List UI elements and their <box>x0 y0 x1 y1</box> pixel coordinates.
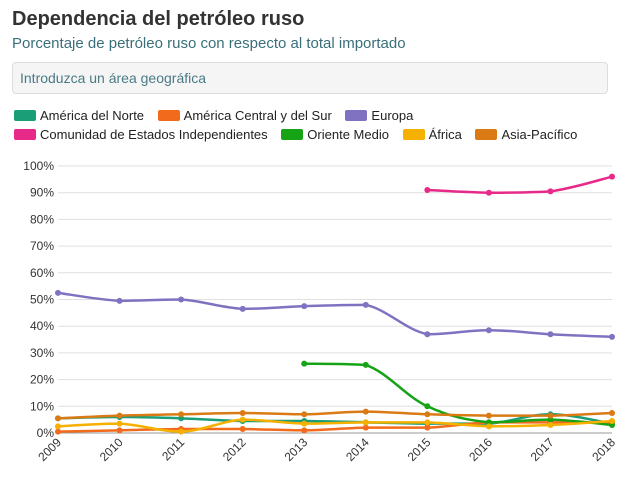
data-point-asia-pacifico <box>609 409 615 416</box>
data-point-africa <box>485 423 492 430</box>
data-point-oriente-medio <box>362 361 369 368</box>
y-tick-label: 90% <box>30 186 54 200</box>
chart-title: Dependencia del petróleo ruso <box>12 8 305 30</box>
data-point-africa <box>424 419 431 426</box>
data-point-asia-pacifico <box>362 408 369 415</box>
legend: América del Norte América Central y del … <box>14 108 624 146</box>
data-point-europa <box>239 305 246 312</box>
data-point-africa <box>609 417 615 424</box>
data-point-africa <box>116 420 123 427</box>
y-tick-label: 70% <box>30 239 54 253</box>
x-tick-label: 2011 <box>159 435 187 463</box>
x-tick-label: 2010 <box>97 435 126 464</box>
legend-item-asia-pacifico[interactable]: Asia-Pacífico <box>475 127 577 142</box>
data-point-europa <box>116 297 123 304</box>
data-point-asia-pacifico <box>116 412 123 419</box>
y-tick-label: 0% <box>37 426 55 440</box>
x-tick-label: 2012 <box>220 435 249 464</box>
y-tick-label: 100% <box>23 159 54 173</box>
series-line-comunidad-de-estados-independientes <box>426 175 614 194</box>
x-tick-label: 2018 <box>589 435 618 464</box>
y-tick-label: 10% <box>30 399 54 413</box>
data-point-asia-pacifico <box>485 412 492 419</box>
legend-swatch <box>402 129 425 140</box>
data-point-europa <box>424 331 431 338</box>
data-point-america-central-y-del-sur <box>55 428 61 435</box>
data-point-europa <box>55 289 61 296</box>
data-point-america-central-y-del-sur <box>239 425 246 432</box>
data-point-america-central-y-del-sur <box>301 427 308 434</box>
legend-label: Comunidad de Estados Independientes <box>40 127 268 142</box>
data-point-america-central-y-del-sur <box>424 424 431 431</box>
legend-label: América Central y del Sur <box>183 108 332 123</box>
x-tick-label: 2014 <box>343 435 372 464</box>
data-point-europa <box>301 303 308 310</box>
data-point-europa <box>485 327 492 334</box>
legend-swatch <box>14 110 36 121</box>
data-point-oriente-medio <box>424 403 431 410</box>
data-point-europa <box>547 331 554 338</box>
data-point-comunidad-de-estados-independientes <box>485 189 492 196</box>
chart-subtitle: Porcentaje de petróleo ruso con respecto… <box>12 35 406 52</box>
legend-item-europa[interactable]: Europa <box>345 108 413 123</box>
x-tick-label: 2016 <box>466 435 495 464</box>
series-line-america-central-y-del-sur <box>56 421 614 433</box>
legend-item-comunidad-de-estados-independientes[interactable]: Comunidad de Estados Independientes <box>14 127 268 142</box>
legend-swatch <box>157 110 180 121</box>
data-point-africa <box>178 428 185 435</box>
legend-swatch <box>475 129 498 140</box>
y-tick-label: 30% <box>30 346 54 360</box>
data-point-comunidad-de-estados-independientes <box>424 187 431 194</box>
data-point-africa <box>239 416 246 423</box>
data-point-asia-pacifico <box>547 412 554 419</box>
legend-label: América del Norte <box>40 108 145 123</box>
legend-item-america-del-norte[interactable]: América del Norte <box>14 108 144 123</box>
data-point-america-central-y-del-sur <box>362 424 369 431</box>
data-point-america-central-y-del-sur <box>116 427 123 434</box>
data-point-asia-pacifico <box>178 411 185 418</box>
data-point-africa <box>301 420 308 427</box>
legend-label: Asia-Pacífico <box>501 127 578 142</box>
legend-label: África <box>428 127 462 142</box>
legend-row: Comunidad de Estados Independientes Orie… <box>14 127 624 146</box>
series-line-america-del-norte <box>56 413 614 425</box>
legend-item-america-central-y-del-sur[interactable]: América Central y del Sur <box>157 108 332 123</box>
series-line-europa <box>56 291 614 339</box>
data-point-europa <box>362 301 369 308</box>
data-point-europa <box>609 333 615 340</box>
data-point-asia-pacifico <box>239 409 246 416</box>
data-point-africa <box>547 421 554 428</box>
x-tick-label: 2015 <box>405 435 434 464</box>
legend-item-africa[interactable]: África <box>402 127 462 142</box>
x-tick-label: 2013 <box>282 435 311 464</box>
legend-swatch <box>281 129 304 140</box>
x-tick-label: 2017 <box>528 435 557 464</box>
data-point-africa <box>362 419 369 426</box>
y-tick-label: 20% <box>30 373 54 387</box>
data-point-oriente-medio <box>301 360 308 367</box>
data-point-africa <box>55 423 61 430</box>
series-line-africa <box>56 418 614 433</box>
geographic-area-search-input[interactable] <box>12 62 608 94</box>
legend-row: América del Norte América Central y del … <box>14 108 624 127</box>
data-point-asia-pacifico <box>424 411 431 418</box>
y-tick-label: 60% <box>30 266 54 280</box>
data-point-comunidad-de-estados-independientes <box>609 173 615 180</box>
series-line-asia-pacifico <box>56 410 614 420</box>
legend-swatch <box>14 129 36 140</box>
data-point-comunidad-de-estados-independientes <box>547 188 554 195</box>
data-point-europa <box>178 296 185 303</box>
y-tick-label: 80% <box>30 212 54 226</box>
legend-label: Oriente Medio <box>307 127 389 142</box>
data-point-asia-pacifico <box>301 411 308 418</box>
legend-swatch <box>345 110 368 121</box>
y-tick-label: 50% <box>30 293 54 307</box>
legend-label: Europa <box>371 108 414 123</box>
y-tick-label: 40% <box>30 319 54 333</box>
data-point-asia-pacifico <box>55 415 61 422</box>
legend-item-oriente-medio[interactable]: Oriente Medio <box>281 127 389 142</box>
